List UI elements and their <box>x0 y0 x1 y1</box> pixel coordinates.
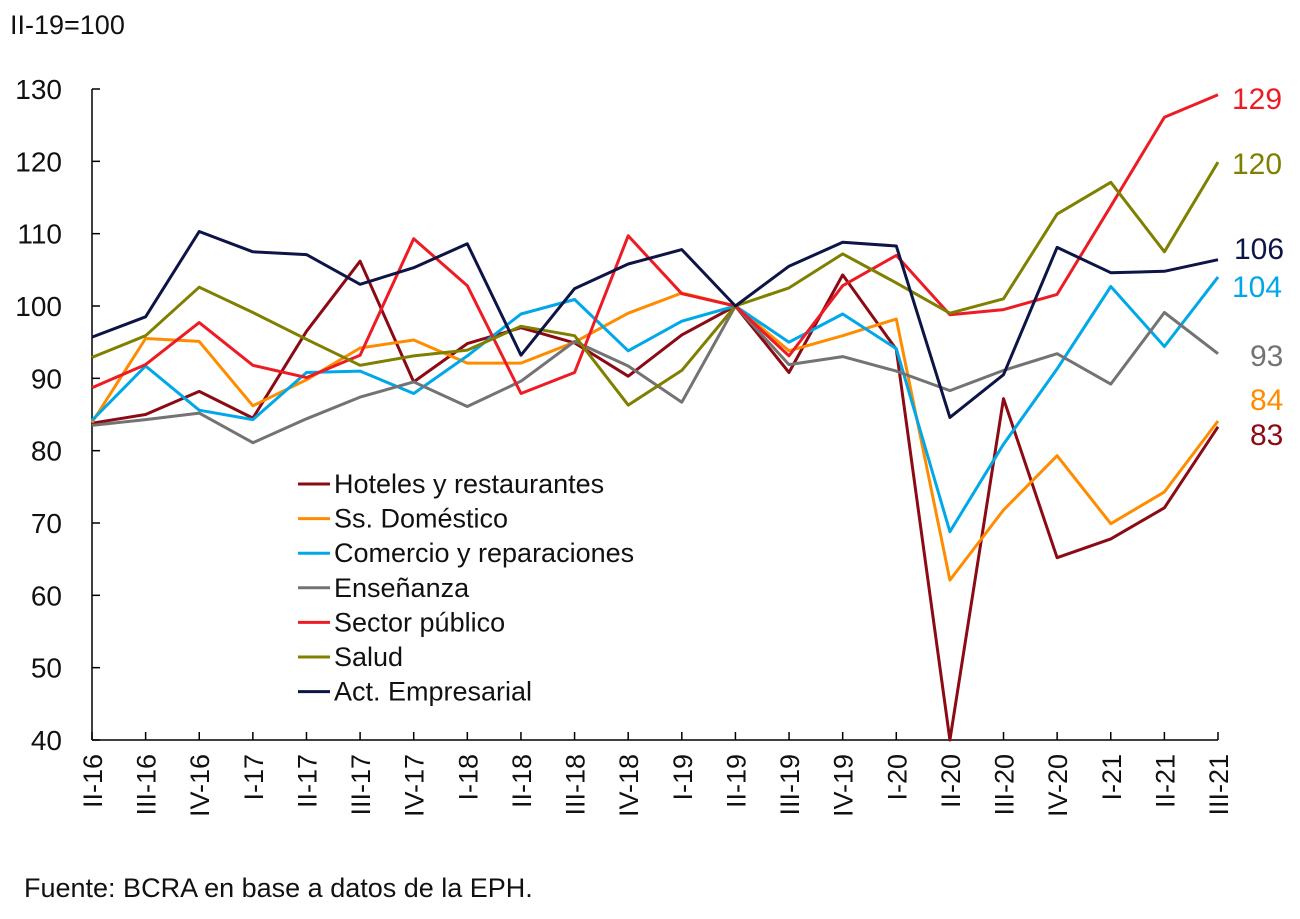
y-tick-label: 130 <box>15 74 62 105</box>
y-tick-label: 80 <box>31 436 62 467</box>
legend-label: Ss. Doméstico <box>334 504 508 534</box>
x-tick-label: IV-18 <box>614 754 644 817</box>
legend-label: Comercio y reparaciones <box>334 538 634 568</box>
y-tick-label: 70 <box>31 508 62 539</box>
x-tick-label: I-18 <box>453 754 483 801</box>
x-tick-label: II-20 <box>936 754 966 808</box>
x-tick-label: III-16 <box>132 754 162 816</box>
x-tick-label: II-18 <box>507 754 537 808</box>
x-tick-label: IV-16 <box>185 754 215 817</box>
series-line <box>91 259 1220 742</box>
legend-label: Enseñanza <box>334 573 470 603</box>
x-tick-label: III-17 <box>346 754 376 816</box>
x-tick-label: I-21 <box>1097 754 1127 801</box>
x-tick-label: II-19 <box>721 754 751 808</box>
y-tick-label: 110 <box>17 219 62 250</box>
series-line <box>91 304 1219 445</box>
x-tick-label: IV-20 <box>1043 754 1073 817</box>
end-value-label: 93 <box>1250 340 1283 373</box>
x-tick-label: II-17 <box>292 754 322 808</box>
end-value-label: 84 <box>1250 384 1283 417</box>
legend-label: Salud <box>334 642 403 672</box>
series-line <box>90 276 1220 534</box>
x-tick-label: II-21 <box>1150 754 1180 808</box>
series-lines <box>90 93 1220 742</box>
x-tick-label: III-20 <box>990 754 1020 816</box>
end-value-label: 129 <box>1232 83 1282 116</box>
chart-axes: 40 50 60 70 80 90 100 110 120 130 II-16 III-16 IV-16… <box>15 74 1234 817</box>
end-value-label: 104 <box>1232 271 1282 304</box>
legend: Hoteles y restaurantes Ss. Doméstico Comer… <box>298 469 634 707</box>
x-tick-label: IV-17 <box>400 754 430 817</box>
series-line <box>91 93 1219 395</box>
legend-label: Act. Empresarial <box>334 677 532 707</box>
x-tick-label: IV-19 <box>829 754 859 817</box>
series-line <box>91 161 1220 407</box>
x-tick-label: III-19 <box>775 754 805 816</box>
y-tick-label: 50 <box>31 653 62 684</box>
series-line <box>90 291 1220 582</box>
y-tick-label: 120 <box>15 146 62 177</box>
y-tick-label: 100 <box>15 291 62 322</box>
end-value-label: 83 <box>1250 419 1283 452</box>
legend-label: Hoteles y restaurantes <box>334 469 604 499</box>
end-value-label: 120 <box>1232 148 1282 181</box>
y-tick-label: 40 <box>31 725 62 756</box>
x-tick-label: I-17 <box>239 754 269 801</box>
source-note: Fuente: BCRA en base a datos de la EPH. <box>24 873 533 903</box>
x-tick-label: I-20 <box>882 754 912 801</box>
legend-label: Sector público <box>334 607 505 637</box>
y-tick-label: 60 <box>31 580 62 611</box>
x-tick-label: III-21 <box>1204 754 1234 816</box>
series-line <box>91 230 1219 419</box>
x-tick-label: III-18 <box>561 754 591 816</box>
x-tick-label: II-16 <box>78 754 108 808</box>
y-unit-label: II-19=100 <box>10 10 125 40</box>
y-tick-label: 90 <box>31 363 62 394</box>
x-tick-label: I-19 <box>668 754 698 801</box>
end-value-label: 106 <box>1234 233 1284 266</box>
